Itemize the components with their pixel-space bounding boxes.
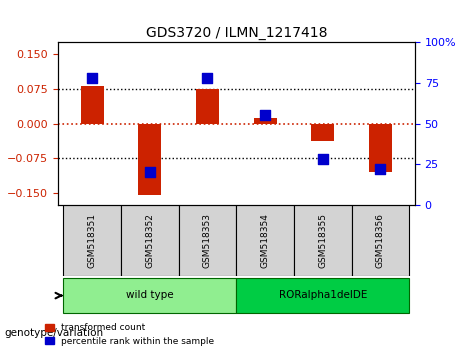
FancyBboxPatch shape xyxy=(64,205,121,276)
Bar xyxy=(369,124,392,172)
Bar xyxy=(311,124,334,141)
Point xyxy=(319,156,326,162)
Point xyxy=(261,113,269,118)
Text: genotype/variation: genotype/variation xyxy=(5,328,104,338)
Bar xyxy=(81,86,104,124)
Bar xyxy=(196,89,219,124)
Bar xyxy=(138,124,161,195)
Text: GSM518352: GSM518352 xyxy=(145,213,154,268)
Legend: transformed count, percentile rank within the sample: transformed count, percentile rank withi… xyxy=(41,320,218,349)
FancyBboxPatch shape xyxy=(236,278,409,313)
FancyBboxPatch shape xyxy=(121,205,179,276)
Bar xyxy=(254,118,277,124)
Text: GSM518356: GSM518356 xyxy=(376,213,385,268)
Text: GSM518354: GSM518354 xyxy=(260,213,270,268)
Text: RORalpha1delDE: RORalpha1delDE xyxy=(278,290,367,300)
FancyBboxPatch shape xyxy=(351,205,409,276)
Text: GSM518351: GSM518351 xyxy=(88,213,97,268)
Point xyxy=(377,166,384,172)
FancyBboxPatch shape xyxy=(64,278,236,313)
Point xyxy=(204,75,211,81)
FancyBboxPatch shape xyxy=(294,205,351,276)
FancyBboxPatch shape xyxy=(179,205,236,276)
Text: GSM518355: GSM518355 xyxy=(318,213,327,268)
Title: GDS3720 / ILMN_1217418: GDS3720 / ILMN_1217418 xyxy=(146,26,327,40)
Point xyxy=(146,170,154,175)
Text: GSM518353: GSM518353 xyxy=(203,213,212,268)
FancyBboxPatch shape xyxy=(236,205,294,276)
Point xyxy=(89,75,96,81)
Text: wild type: wild type xyxy=(126,290,174,300)
